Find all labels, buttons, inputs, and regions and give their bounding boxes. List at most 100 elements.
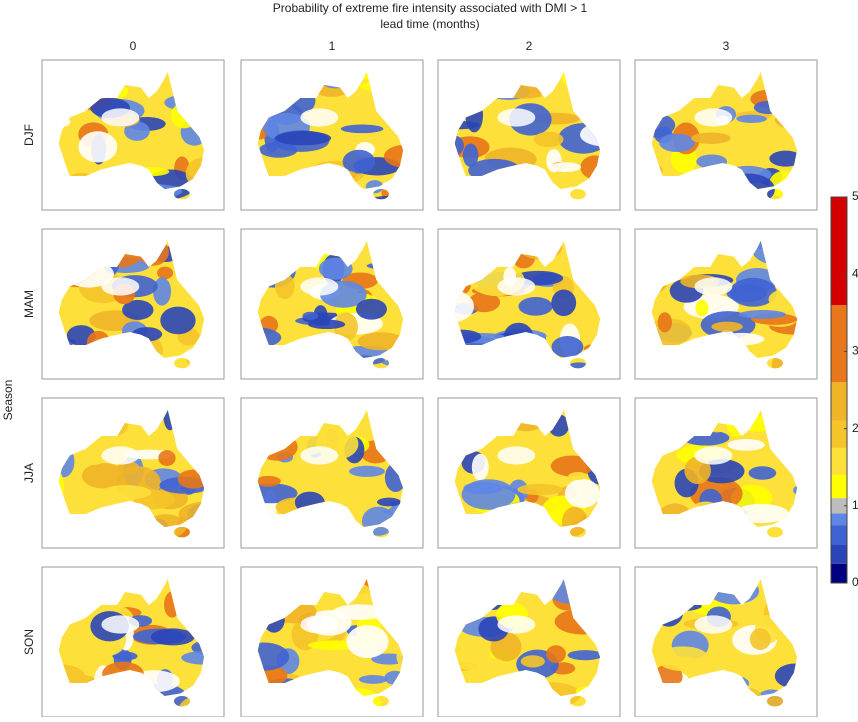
region [769,150,798,167]
region [349,465,385,477]
colorbar-tick-label: 1 [852,498,858,512]
region [748,466,777,480]
region [546,645,566,663]
colorbar-segment [831,420,847,448]
region [333,312,358,342]
region [78,131,118,163]
colorbar-tick-label: 2 [852,421,858,435]
colorbar-segment [831,563,847,583]
colorbar-segment [831,474,847,499]
region [550,162,582,172]
no-data [497,615,536,634]
region [178,696,205,707]
no-data [497,277,536,296]
colorbar-segment [831,197,847,306]
region [580,155,601,180]
region [275,131,332,146]
column-label: 1 [329,39,336,53]
region [564,478,600,508]
region [318,257,353,280]
colorbar-segment [831,544,847,564]
region [342,149,376,174]
title: Probability of extreme fire intensity as… [273,1,588,15]
row-label: SON [22,629,36,655]
region [727,438,765,451]
row-label: MAM [22,290,36,318]
column-label: 3 [723,39,730,53]
colorbar-segment [831,382,847,421]
region [517,483,563,496]
region [695,299,709,317]
no-data [300,615,339,634]
region [463,482,503,495]
subtitle: lead time (months) [380,17,479,31]
region [691,132,731,144]
row-label: JJA [22,463,36,483]
no-data [694,615,733,634]
region [358,675,388,684]
region [736,114,767,123]
region [454,656,505,671]
region [112,651,138,661]
region [383,144,404,168]
colorbar-segment [831,305,847,383]
column-label: 2 [526,39,533,53]
region [462,143,479,168]
no-data [694,277,733,296]
region [152,277,172,306]
region [711,321,743,332]
region [550,455,594,477]
region [726,284,767,303]
region [340,124,384,134]
region [257,483,298,504]
region [684,456,711,484]
region [346,625,389,658]
colorbar-tick-label: 5 [852,189,858,203]
no-data [300,108,339,127]
colorbar-tick-label: 0 [852,575,858,589]
region [567,650,601,661]
region [657,312,672,333]
region [302,311,319,320]
no-data [300,446,339,465]
region [468,292,501,313]
region [355,298,387,320]
no-data [101,446,140,465]
colorbar-frame [830,196,848,584]
column-label: 0 [130,39,137,53]
region [659,656,697,666]
no-data [101,615,140,634]
region [454,289,475,323]
region [307,319,346,330]
no-data [497,108,536,127]
region [659,133,695,153]
region [738,310,787,319]
region [257,475,281,487]
region [520,655,545,668]
no-data [101,108,140,127]
region [551,289,577,317]
region [749,628,771,651]
colorbar-tick-label: 4 [852,266,858,280]
region [568,471,588,481]
region [181,650,205,665]
no-data [497,446,536,465]
no-data [300,277,339,296]
colorbar-tick-label: 3 [852,344,858,358]
region [357,332,404,351]
region [377,497,401,507]
region [81,463,125,489]
region [471,453,489,481]
no-data [694,108,733,127]
region [533,131,564,148]
colorbar-segment [831,525,847,545]
colorbar-segment [831,447,847,475]
region [518,296,553,316]
region [150,628,195,646]
region [158,450,176,467]
region [257,642,290,671]
colorbar-segment [831,513,847,526]
colorbar-segment [831,498,847,514]
y-label: Season [1,380,15,421]
